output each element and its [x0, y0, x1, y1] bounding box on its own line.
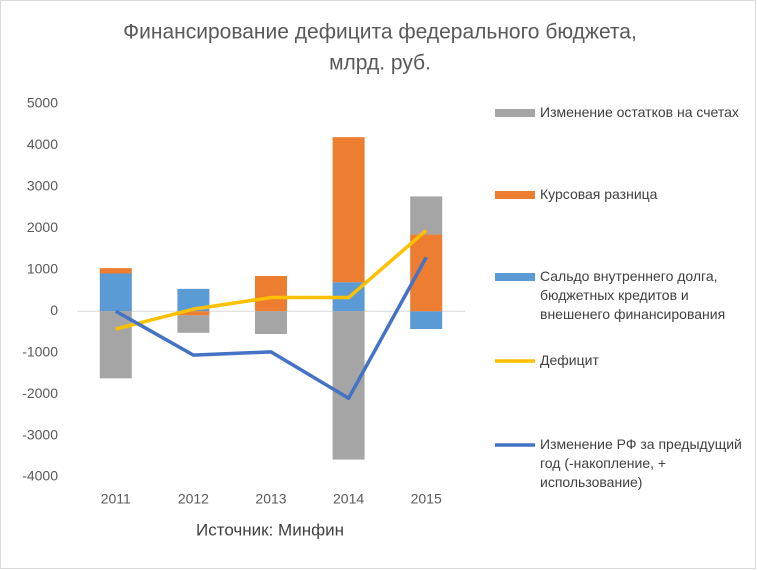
bar — [99, 268, 132, 274]
y-tick-label: 1000 — [27, 260, 58, 276]
bar — [410, 196, 443, 235]
legend-swatch — [495, 273, 535, 281]
legend-label: Сальдо внутреннего долга, бюджетных кред… — [540, 268, 726, 322]
x-tick-label: 2011 — [101, 491, 131, 507]
bar — [332, 137, 365, 283]
y-tick-label: -3000 — [22, 426, 58, 442]
x-tick-label: 2012 — [178, 491, 209, 507]
legend-label: Изменение остатков на счетах — [540, 104, 739, 120]
bar — [177, 315, 210, 333]
line-series — [114, 256, 428, 401]
line-series — [115, 229, 428, 331]
bar — [410, 311, 443, 330]
bar — [255, 275, 287, 312]
legend-label: Дефицит — [540, 352, 599, 368]
y-tick-label: -2000 — [22, 385, 58, 401]
y-tick-label: 3000 — [27, 178, 58, 194]
y-tick-label: 4000 — [27, 136, 58, 152]
source-note: Источник: Минфин — [196, 520, 344, 539]
bar — [99, 273, 132, 312]
x-tick-label: 2014 — [333, 491, 364, 507]
legend-label: Изменение РФ за предыдущий год (-накопле… — [540, 436, 742, 490]
y-tick-label: 2000 — [27, 219, 58, 235]
bar — [177, 311, 210, 316]
chart-title: Финансирование дефицита федерального бюд… — [123, 21, 637, 44]
y-tick-label: -4000 — [22, 468, 58, 484]
x-tick-label: 2015 — [411, 491, 442, 507]
y-tick-label: 5000 — [27, 95, 58, 111]
bar — [410, 234, 443, 312]
y-tick-label: 0 — [50, 302, 58, 318]
bar — [177, 288, 210, 312]
bar — [255, 311, 287, 335]
bar — [99, 311, 132, 379]
legend-swatch — [495, 109, 535, 117]
bar — [332, 311, 365, 460]
y-tick-label: -1000 — [22, 343, 58, 359]
chart-title: млрд. руб. — [329, 52, 431, 75]
x-tick-label: 2013 — [255, 491, 286, 507]
legend-swatch — [495, 191, 535, 199]
legend-label: Курсовая разница — [540, 186, 658, 202]
